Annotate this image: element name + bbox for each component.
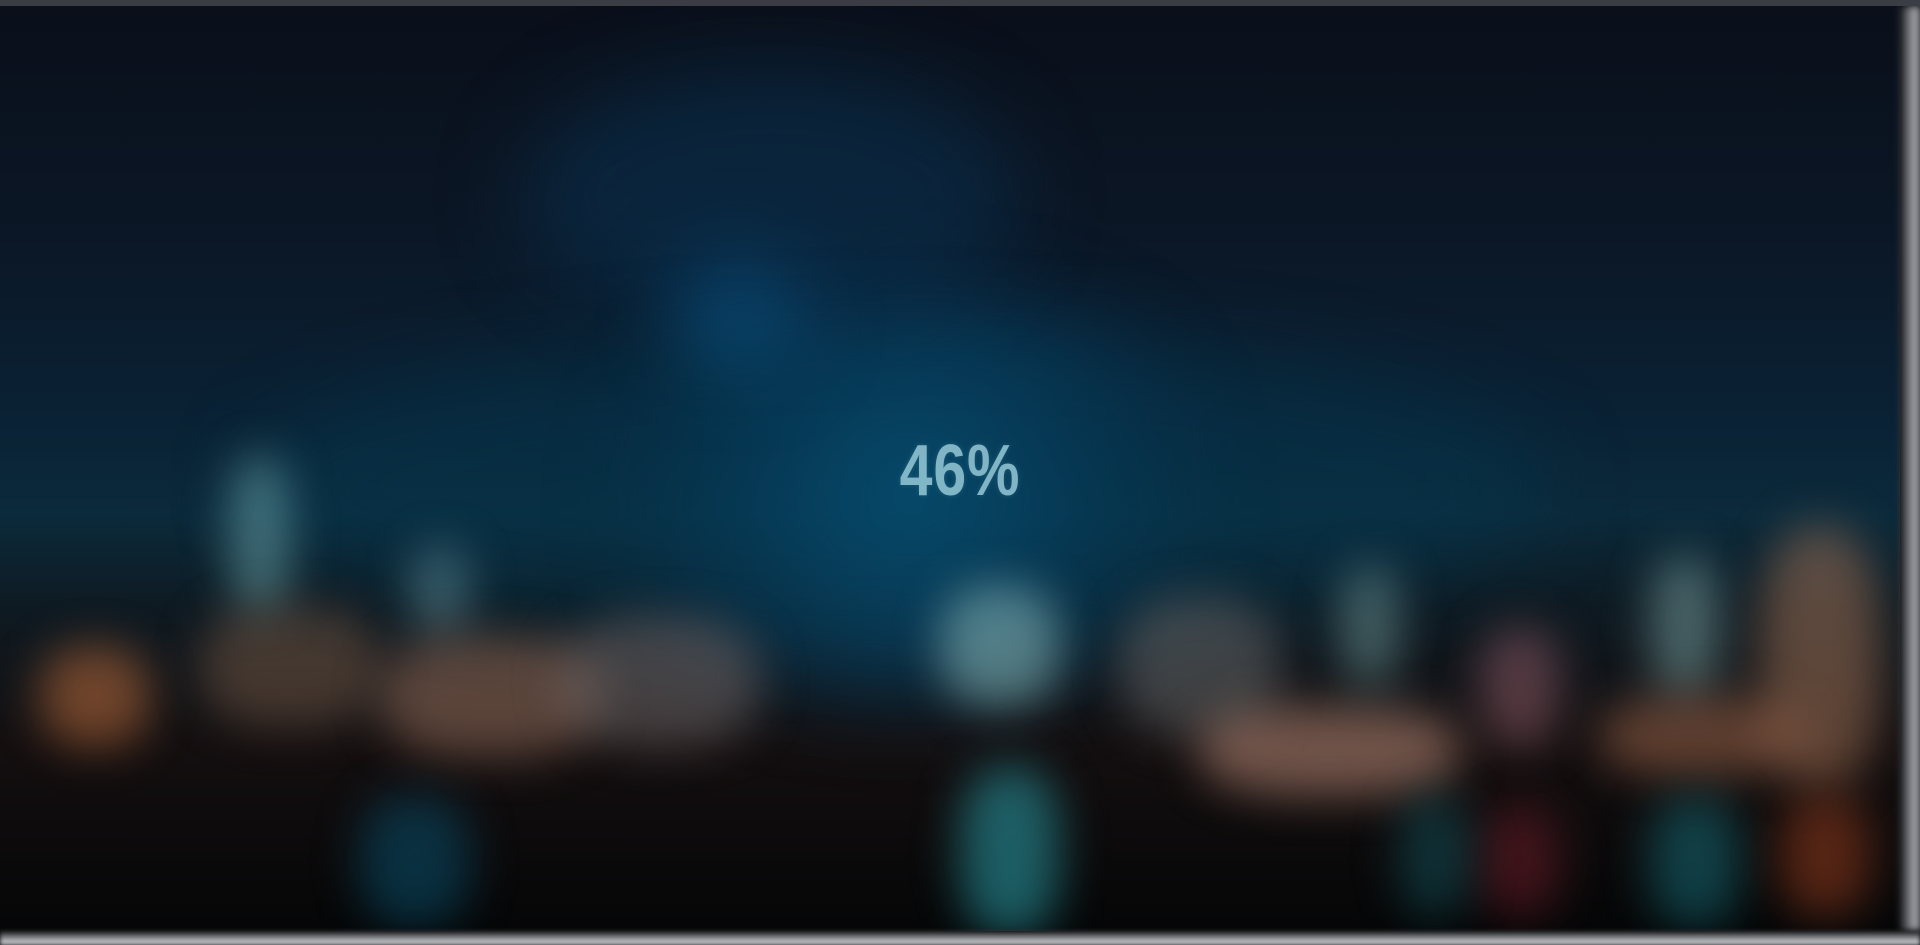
water-reflection <box>1780 796 1870 916</box>
right-window-edge <box>1900 6 1920 931</box>
sky-glow-upper <box>520 66 1020 326</box>
skyline-light <box>940 586 1060 706</box>
water-reflection <box>960 766 1060 931</box>
water-reflection <box>1480 806 1560 916</box>
water-reflection <box>360 796 470 926</box>
skyline-light <box>410 546 470 636</box>
skyline-light <box>200 606 380 726</box>
sky-glow-wide <box>250 336 1550 636</box>
water-reflection <box>1400 796 1470 916</box>
background-image <box>0 6 1900 931</box>
skyline-light <box>1200 706 1460 796</box>
skyline-light <box>1480 626 1560 746</box>
skyline-light <box>230 456 290 616</box>
bottom-window-edge <box>0 931 1920 945</box>
skyline-light <box>1650 556 1720 696</box>
skyline-light <box>560 616 760 746</box>
skyline-light <box>1340 566 1400 686</box>
top-window-edge <box>0 0 1920 6</box>
skyline-light <box>1600 696 1800 776</box>
skyline-light <box>40 646 150 746</box>
water-reflection <box>1650 796 1740 926</box>
loading-progress-percentage: 46% <box>899 431 1021 511</box>
